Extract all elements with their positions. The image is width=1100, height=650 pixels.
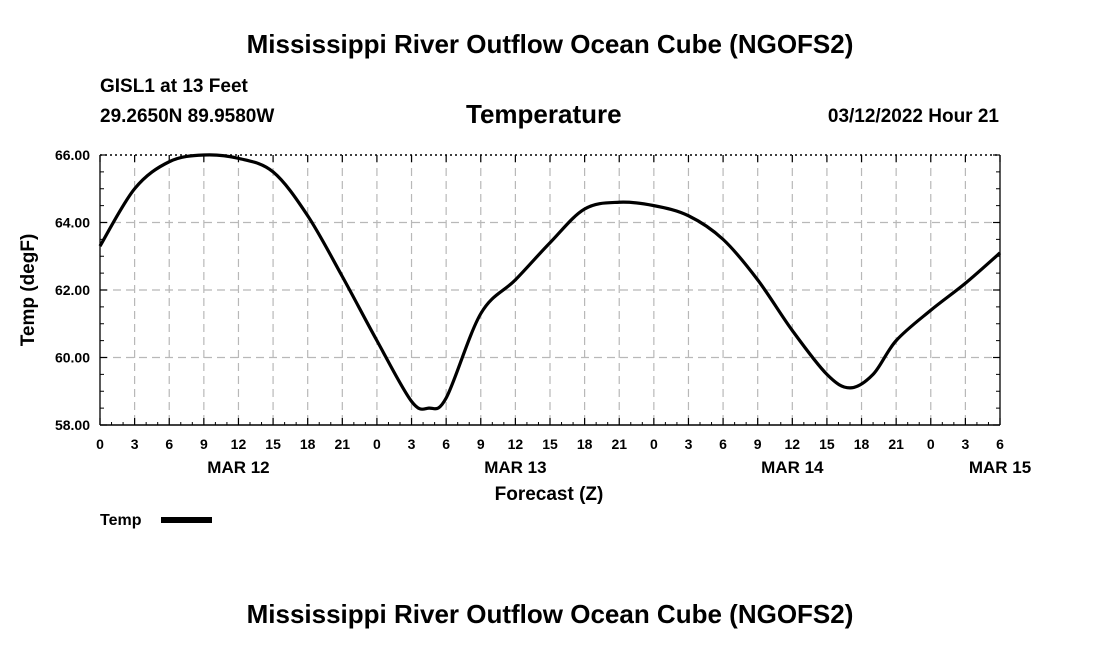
y-tick-label: 58.00 (55, 417, 90, 433)
x-tick-label: 12 (231, 436, 247, 452)
x-tick-label: 21 (888, 436, 904, 452)
x-tick-label: 0 (927, 436, 935, 452)
station-coordinates: 29.2650N 89.9580W (100, 106, 275, 127)
x-tick-label: 6 (996, 436, 1004, 452)
legend-swatch (161, 517, 212, 523)
temp-series-line (98, 153, 1002, 411)
x-tick-label: 6 (442, 436, 450, 452)
x-tick-label: 12 (785, 436, 801, 452)
footer-title: Mississippi River Outflow Ocean Cube (NG… (246, 599, 854, 629)
day-label: MAR 15 (969, 458, 1031, 477)
y-tick-label: 66.00 (55, 147, 90, 163)
day-label: MAR 13 (484, 458, 546, 477)
legend: Temp (100, 512, 212, 529)
x-tick-label: 18 (577, 436, 593, 452)
variable-title: Temperature (466, 99, 622, 129)
chart-grid (100, 155, 1000, 425)
x-axis-title: Forecast (Z) (495, 484, 604, 505)
chart-series (98, 153, 1002, 411)
main-title: Mississippi River Outflow Ocean Cube (NG… (246, 29, 854, 59)
station-label: GISL1 at 13 Feet (100, 76, 248, 97)
x-tick-label: 6 (719, 436, 727, 452)
x-tick-label: 21 (611, 436, 627, 452)
day-label: MAR 12 (207, 458, 269, 477)
x-tick-label: 6 (165, 436, 173, 452)
day-label: MAR 14 (761, 458, 824, 477)
x-tick-label: 9 (200, 436, 208, 452)
x-tick-label: 0 (373, 436, 381, 452)
x-tick-label: 3 (961, 436, 969, 452)
x-tick-label: 18 (854, 436, 870, 452)
forecast-datetime: 03/12/2022 Hour 21 (827, 106, 999, 127)
x-tick-label: 0 (650, 436, 658, 452)
x-tick-label: 3 (131, 436, 139, 452)
x-tick-label: 15 (542, 436, 558, 452)
x-tick-label: 15 (819, 436, 835, 452)
x-tick-label: 3 (685, 436, 693, 452)
y-tick-label: 64.00 (55, 215, 90, 231)
x-tick-label: 9 (477, 436, 485, 452)
x-tick-label: 3 (408, 436, 416, 452)
y-tick-label: 60.00 (55, 350, 90, 366)
chart-ticks: 0 3 6 9 12 15 18 21 0 3 6 9 12 15 18 21 0 3 6 9 12 15 18 21 0 3 6 5… (55, 147, 1031, 477)
x-tick-label: 9 (754, 436, 762, 452)
x-tick-label: 21 (335, 436, 351, 452)
x-tick-label: 0 (96, 436, 104, 452)
x-tick-label: 18 (300, 436, 316, 452)
x-tick-label: 12 (508, 436, 524, 452)
x-tick-label: 15 (265, 436, 281, 452)
y-tick-label: 62.00 (55, 282, 90, 298)
legend-label: Temp (100, 512, 142, 529)
y-axis-title: Temp (degF) (18, 234, 39, 347)
